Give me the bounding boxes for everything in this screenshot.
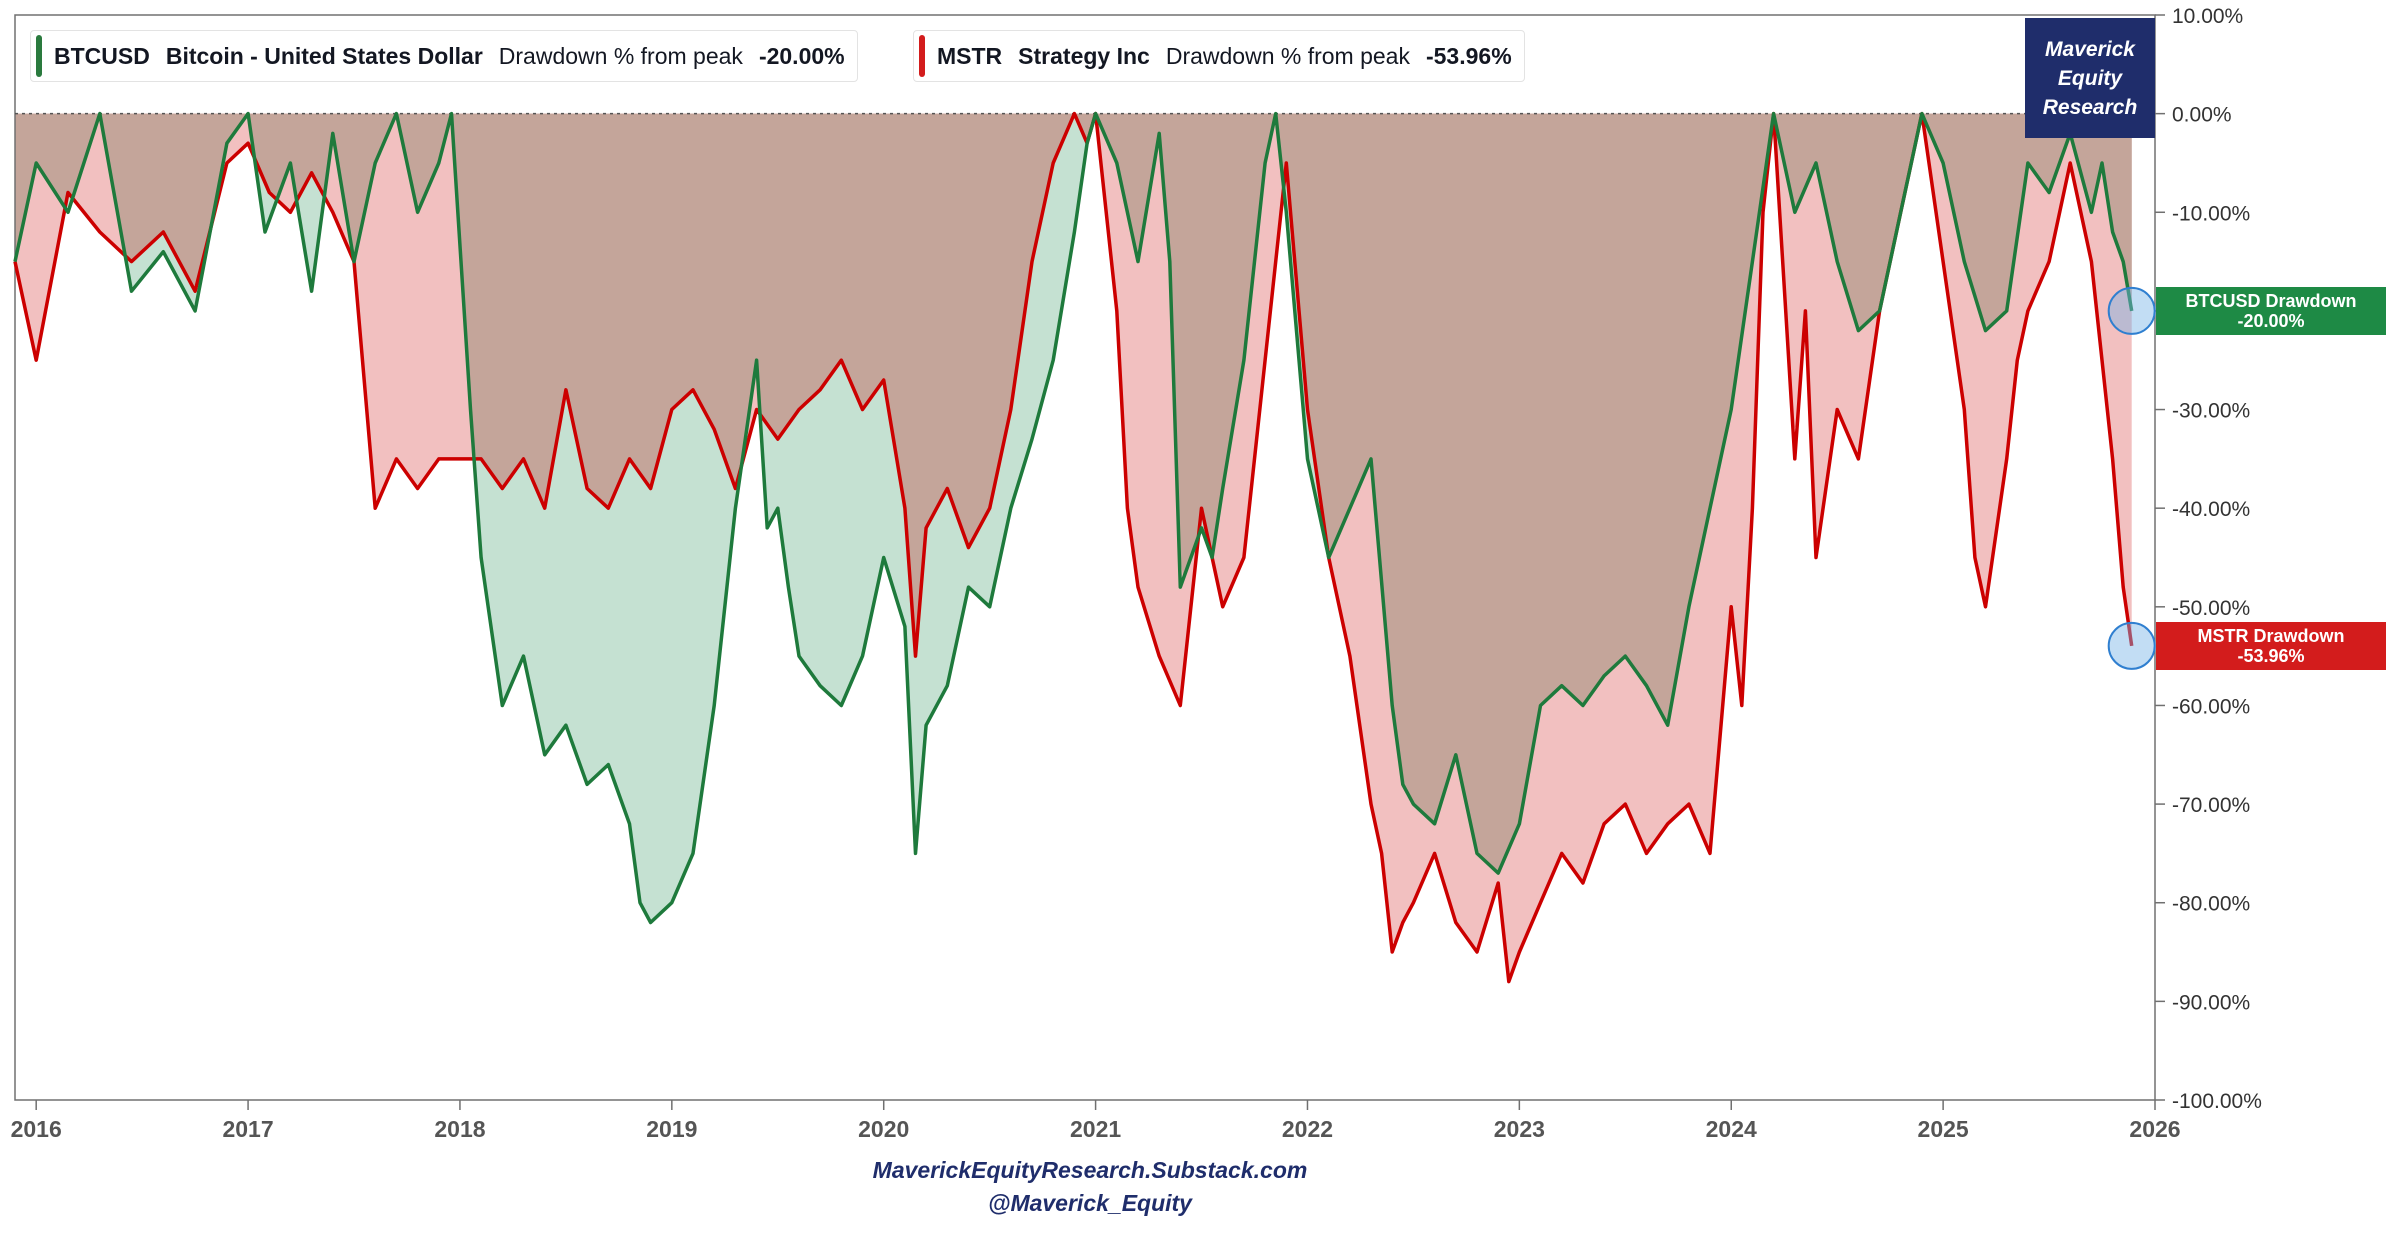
y-tick-label: 0.00% (2172, 104, 2232, 127)
y-tick-label: -80.00% (2172, 893, 2250, 916)
x-tick-label: 2022 (1282, 1116, 1333, 1142)
x-tick-label: 2018 (434, 1116, 485, 1142)
brand-logo: Maverick Equity Research (2025, 18, 2155, 138)
end-label-value: -53.96% (2237, 645, 2305, 666)
logo-line: Maverick (2045, 37, 2135, 61)
y-tick-label: -30.00% (2172, 400, 2250, 423)
btc-end-label: BTCUSD Drawdown -20.00% (2156, 286, 2386, 335)
mstr-series-line (13, 111, 2134, 984)
x-tick-label: 2016 (11, 1116, 62, 1142)
end-label-title: BTCUSD Drawdown (2185, 290, 2357, 311)
end-label-title: MSTR Drawdown (2197, 625, 2345, 646)
legend-swatch-btcusd (36, 35, 42, 77)
drawdown-fill-areas (15, 113, 2132, 980)
x-tick-label: 2023 (1494, 1116, 1545, 1142)
mstr-end-marker (2107, 621, 2156, 670)
y-tick-label: -60.00% (2172, 695, 2250, 718)
y-tick-label: -90.00% (2172, 991, 2250, 1014)
overlap-drawdown-area (15, 113, 2132, 872)
x-tick-label: 2017 (222, 1116, 273, 1142)
y-tick-label: -100.00% (2172, 1090, 2262, 1113)
legend-name: Strategy Inc (1018, 42, 1150, 69)
logo-line: Equity (2057, 66, 2123, 90)
y-tick-label: 10.00% (2172, 5, 2243, 28)
footer-site[interactable]: MaverickEquityResearch.Substack.com (872, 1157, 1308, 1183)
x-tick-label: 2026 (2129, 1116, 2180, 1142)
plot-frame (14, 14, 2156, 1101)
btc-series-line (13, 111, 2134, 925)
mstr-end-label: MSTR Drawdown -53.96% (2156, 621, 2386, 670)
y-tick-label: -10.00% (2172, 202, 2250, 225)
legend-swatch-mstr (919, 35, 925, 77)
x-tick-label: 2019 (646, 1116, 697, 1142)
y-tick-label: -70.00% (2172, 794, 2250, 817)
series-lines (13, 111, 2134, 984)
legend-item-btcusd[interactable]: BTCUSD Bitcoin - United States Dollar Dr… (30, 30, 858, 82)
x-tick-label: 2020 (858, 1116, 909, 1142)
end-label-value: -20.00% (2237, 310, 2305, 331)
y-tick-label: -50.00% (2172, 597, 2250, 620)
x-tick-label: 2024 (1706, 1116, 1757, 1142)
legend-symbol: MSTR (937, 42, 1003, 69)
y-tick-label: -40.00% (2172, 498, 2250, 521)
x-tick-label: 2025 (1918, 1116, 1969, 1142)
legend-symbol: BTCUSD (54, 42, 150, 69)
legend-item-mstr[interactable]: MSTR Strategy Inc Drawdown % from peak -… (913, 30, 1525, 82)
legend-metric: Drawdown % from peak (1165, 42, 1410, 69)
btc-end-marker (2107, 286, 2156, 335)
logo-line: Research (2042, 95, 2138, 119)
end-markers (2107, 286, 2156, 670)
legend-value: -53.96% (1425, 42, 1512, 69)
legend-metric: Drawdown % from peak (498, 42, 743, 69)
x-tick-label: 2021 (1070, 1116, 1121, 1142)
legend-value: -20.00% (758, 42, 845, 69)
x-axis: 2016 2017 2018 2019 2020 2021 2022 2023 2024 2025… (11, 1100, 2181, 1142)
footer-handle[interactable]: @Maverick_Equity (988, 1190, 1192, 1216)
legend-name: Bitcoin - United States Dollar (165, 42, 483, 69)
